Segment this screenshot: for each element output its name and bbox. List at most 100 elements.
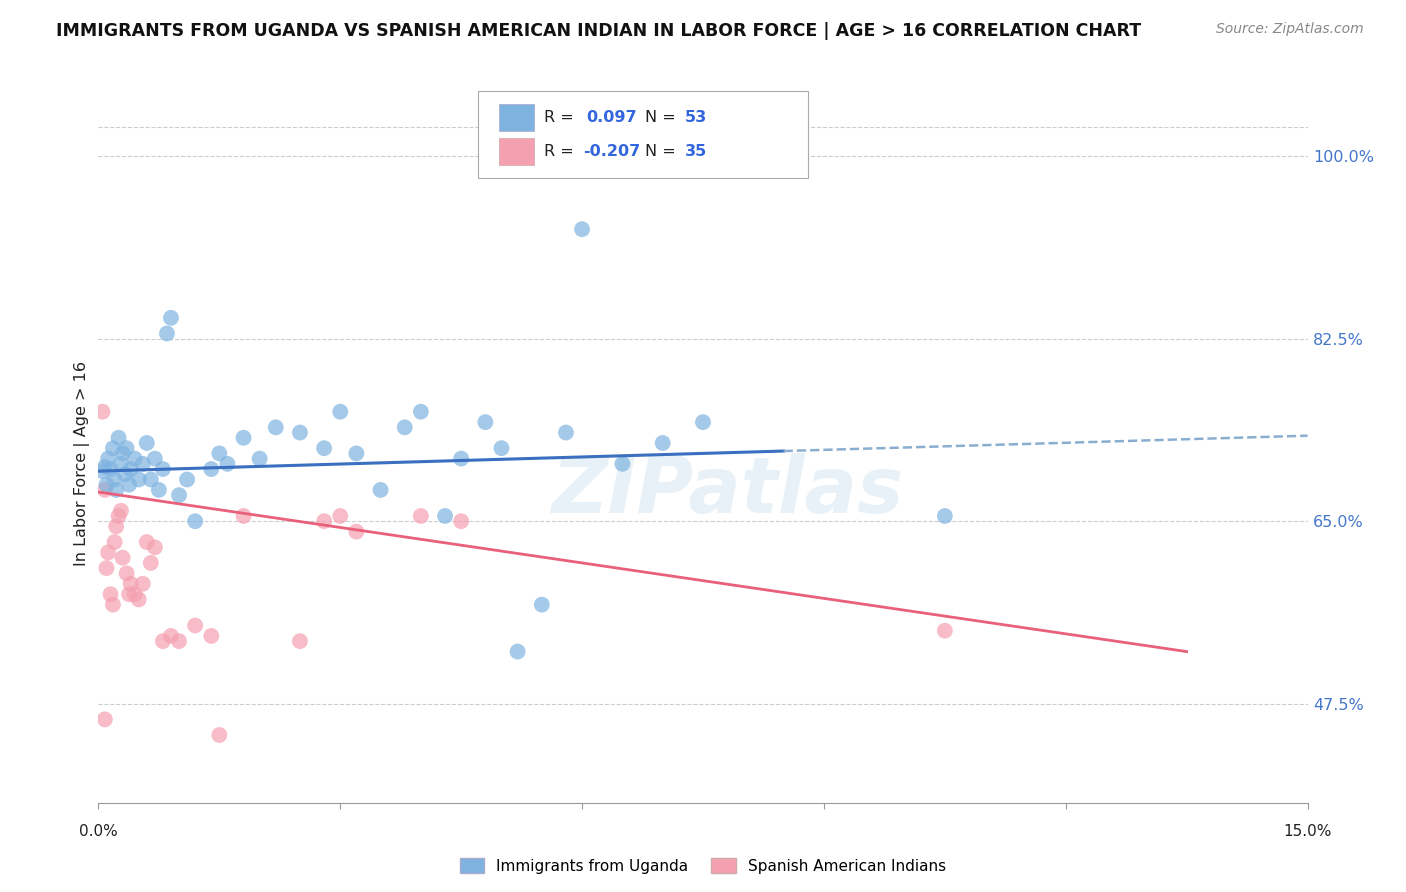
Point [152, 634, 174, 648]
Point [156, 326, 179, 341]
Point [434, 508, 457, 523]
Point [100, 462, 122, 476]
Point [176, 473, 198, 487]
Point [184, 618, 207, 632]
Point [132, 576, 155, 591]
Point [160, 629, 183, 643]
Point [135, 436, 157, 450]
Point [94, 712, 117, 726]
Point [139, 473, 162, 487]
Point [107, 431, 129, 445]
Text: R =: R = [544, 111, 574, 125]
Point [91, 405, 114, 419]
Point [651, 436, 673, 450]
Point [329, 508, 352, 523]
Point [101, 441, 124, 455]
Point [143, 541, 166, 555]
Point [491, 441, 513, 455]
Point [105, 519, 128, 533]
Point [148, 483, 170, 497]
Point [91, 464, 114, 478]
Point [288, 425, 311, 440]
Point [344, 446, 367, 460]
Point [97, 451, 120, 466]
Point [103, 535, 125, 549]
Point [115, 566, 138, 581]
Point [118, 587, 141, 601]
Point [264, 420, 287, 434]
Text: 35: 35 [685, 145, 707, 159]
Point [139, 556, 162, 570]
Point [612, 457, 634, 471]
Point [160, 310, 183, 325]
Point [200, 462, 222, 476]
Point [115, 441, 138, 455]
Point [167, 634, 190, 648]
Legend: Immigrants from Uganda, Spanish American Indians: Immigrants from Uganda, Spanish American… [454, 852, 952, 880]
Point [571, 222, 593, 236]
Point [124, 587, 146, 601]
Text: Source: ZipAtlas.com: Source: ZipAtlas.com [1216, 22, 1364, 37]
Point [200, 629, 222, 643]
Point [370, 483, 392, 497]
Point [934, 508, 956, 523]
Point [409, 508, 432, 523]
Point [288, 634, 311, 648]
Y-axis label: In Labor Force | Age > 16: In Labor Force | Age > 16 [75, 361, 90, 566]
Point [474, 415, 496, 429]
Point [120, 576, 142, 591]
Text: 53: 53 [685, 111, 707, 125]
Point [409, 405, 432, 419]
Point [135, 535, 157, 549]
Point [96, 561, 118, 575]
Point [101, 598, 124, 612]
Point [128, 592, 150, 607]
Point [111, 446, 134, 460]
Point [105, 483, 128, 497]
Point [450, 451, 472, 466]
Point [118, 477, 141, 491]
Point [232, 508, 254, 523]
Point [394, 420, 416, 434]
Point [184, 514, 207, 528]
Text: ZIPatlas: ZIPatlas [551, 453, 903, 529]
Point [110, 457, 132, 471]
Point [217, 457, 239, 471]
Point [530, 598, 553, 612]
Point [111, 550, 134, 565]
Point [249, 451, 271, 466]
Point [555, 425, 578, 440]
Point [506, 644, 529, 658]
Text: 15.0%: 15.0% [1284, 823, 1331, 838]
Point [107, 508, 129, 523]
Point [232, 431, 254, 445]
Point [94, 483, 117, 497]
Point [692, 415, 714, 429]
Text: IMMIGRANTS FROM UGANDA VS SPANISH AMERICAN INDIAN IN LABOR FORCE | AGE > 16 CORR: IMMIGRANTS FROM UGANDA VS SPANISH AMERIC… [56, 22, 1142, 40]
Point [152, 462, 174, 476]
Text: 0.0%: 0.0% [79, 823, 118, 838]
Text: N =: N = [645, 111, 676, 125]
Text: 0.097: 0.097 [586, 111, 637, 125]
Text: N =: N = [645, 145, 676, 159]
Point [934, 624, 956, 638]
Point [120, 462, 142, 476]
Point [314, 441, 336, 455]
Point [114, 467, 136, 482]
Point [100, 587, 122, 601]
Point [167, 488, 190, 502]
Point [314, 514, 336, 528]
Text: -0.207: -0.207 [583, 145, 641, 159]
Point [450, 514, 472, 528]
Point [94, 460, 117, 475]
Point [124, 451, 146, 466]
Point [143, 451, 166, 466]
Point [329, 405, 352, 419]
Point [208, 446, 231, 460]
Point [103, 473, 125, 487]
Point [344, 524, 367, 539]
Point [128, 473, 150, 487]
Point [96, 477, 118, 491]
Text: R =: R = [544, 145, 574, 159]
Point [132, 457, 155, 471]
